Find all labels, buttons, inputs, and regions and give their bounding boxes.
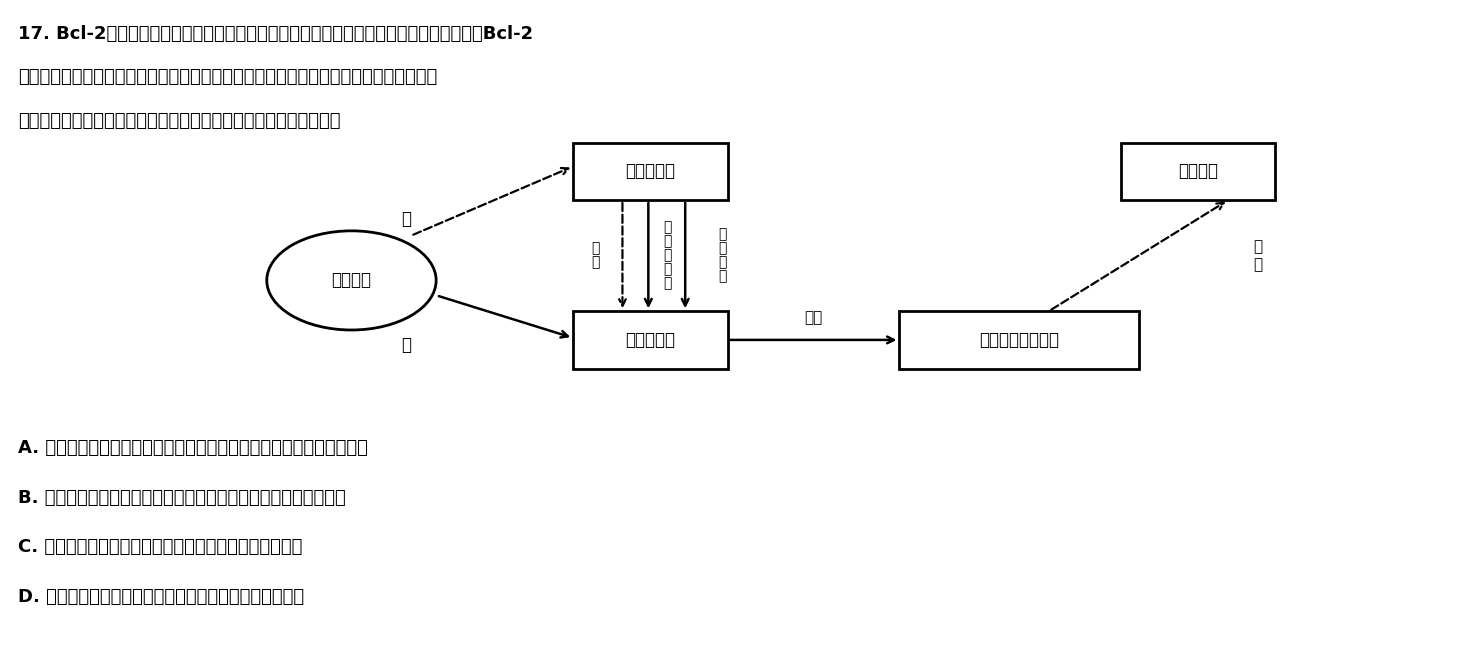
Text: 17. Bcl-2家族是调节细胞凋亡的重要蛋白质家族，其既有促凋亡蛋白，也有抗凋亡蛋白。Bcl-2: 17. Bcl-2家族是调节细胞凋亡的重要蛋白质家族，其既有促凋亡蛋白，也有抗凋…	[18, 24, 534, 43]
Text: B. 凋亡信号改变线粒体膜的通透性，对生物体的正常发育是不利的: B. 凋亡信号改变线粒体膜的通透性，对生物体的正常发育是不利的	[18, 488, 345, 507]
Text: 结
合
并
抑
制: 结 合 并 抑 制	[662, 220, 671, 290]
Text: 有: 有	[402, 336, 412, 354]
Text: 无: 无	[402, 210, 412, 228]
Text: 抗凋亡蛋白: 抗凋亡蛋白	[625, 162, 676, 180]
Text: 抑
制: 抑 制	[591, 242, 600, 270]
Text: 促
进: 促 进	[1254, 240, 1263, 272]
FancyBboxPatch shape	[1120, 143, 1276, 200]
Text: 凋亡信号: 凋亡信号	[332, 271, 372, 290]
FancyBboxPatch shape	[574, 143, 728, 200]
FancyBboxPatch shape	[900, 311, 1138, 369]
Text: 增强: 增强	[805, 311, 823, 325]
Text: 家族的这两类蛋白质在细胞凋亡过程中相互协调，通过介导线粒体途径的信号通路共同决: 家族的这两类蛋白质在细胞凋亡过程中相互协调，通过介导线粒体途径的信号通路共同决	[18, 68, 437, 86]
Text: 细胞凋亡: 细胞凋亡	[1178, 162, 1218, 180]
Text: C. 凋亡信号会促进促凋亡蛋白的合成，进而促进细胞凋亡: C. 凋亡信号会促进促凋亡蛋白的合成，进而促进细胞凋亡	[18, 539, 302, 556]
Text: 线粒体膜的通透性: 线粒体膜的通透性	[980, 331, 1060, 349]
FancyBboxPatch shape	[574, 311, 728, 369]
Text: A. 哺乳动物成熟红细胞接收到凋亡信号时，其促凋亡蛋白基因开始表达: A. 哺乳动物成熟红细胞接收到凋亡信号时，其促凋亡蛋白基因开始表达	[18, 439, 368, 457]
Text: 定细胞是否进入凋亡程序，其调节机制如图所示。下列叙述正确的是: 定细胞是否进入凋亡程序，其调节机制如图所示。下列叙述正确的是	[18, 112, 341, 130]
Text: 促凋亡蛋白: 促凋亡蛋白	[625, 331, 676, 349]
Text: 解
除
抑
制: 解 除 抑 制	[717, 228, 726, 284]
Text: D. 被病毒感染的细胞，细胞内的促凋亡蛋白活性可能增强: D. 被病毒感染的细胞，细胞内的促凋亡蛋白活性可能增强	[18, 588, 304, 606]
